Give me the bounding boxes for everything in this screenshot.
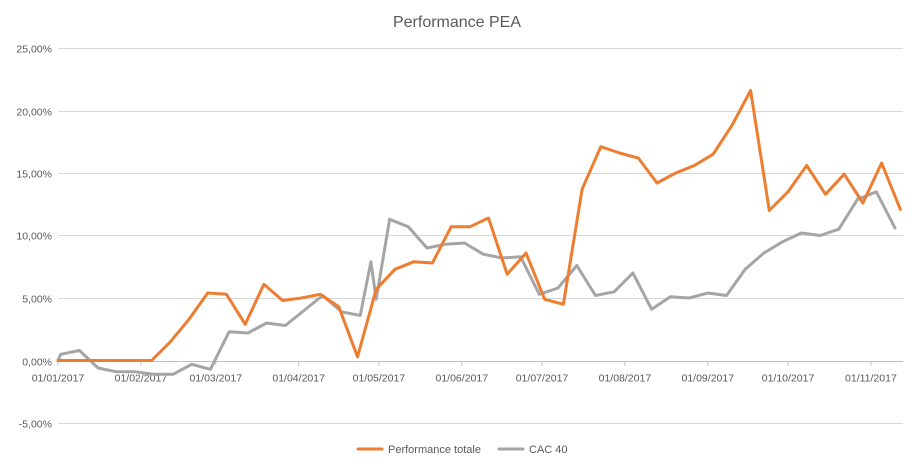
x-tick-label: 01/11/2017: [845, 373, 897, 385]
x-tick-label: 01/10/2017: [762, 373, 815, 385]
series-line-performance-totale: [56, 89, 902, 362]
legend-label: Performance totale: [388, 444, 481, 456]
x-tick-label: 01/03/2017: [189, 373, 242, 385]
x-tick-label: 01/01/2017: [32, 373, 85, 385]
x-tick-label: 01/06/2017: [436, 373, 489, 385]
y-tick-label: 10,00%: [16, 231, 52, 243]
y-tick-label: 5,00%: [22, 294, 52, 306]
gridlines: [58, 48, 903, 424]
series-lines: [56, 89, 902, 376]
y-tick-label: 0,00%: [22, 357, 52, 369]
x-tick-label: 01/09/2017: [682, 373, 735, 385]
x-tick-label: 01/08/2017: [599, 373, 652, 385]
x-axis: 01/01/2017 01/02/2017 01/03/2017 01/04/2017…: [32, 361, 897, 385]
chart-title: Performance PEA: [393, 14, 521, 31]
legend-label: CAC 40: [529, 444, 568, 456]
y-tick-label: 20,00%: [16, 107, 52, 119]
legend: Performance totale CAC 40: [356, 444, 568, 456]
x-tick-label: 01/07/2017: [516, 373, 569, 385]
y-tick-label: 25,00%: [16, 44, 52, 56]
x-tick-label: 01/04/2017: [272, 373, 325, 385]
x-tick-label: 01/05/2017: [353, 373, 406, 385]
y-tick-label: -5,00%: [19, 419, 52, 431]
series-line-cac-40: [56, 190, 897, 376]
y-axis: -5,00% 0,00% 5,00% 10,00% 15,00% 20,00% 25,00%: [16, 44, 52, 431]
y-tick-label: 15,00%: [16, 169, 52, 181]
